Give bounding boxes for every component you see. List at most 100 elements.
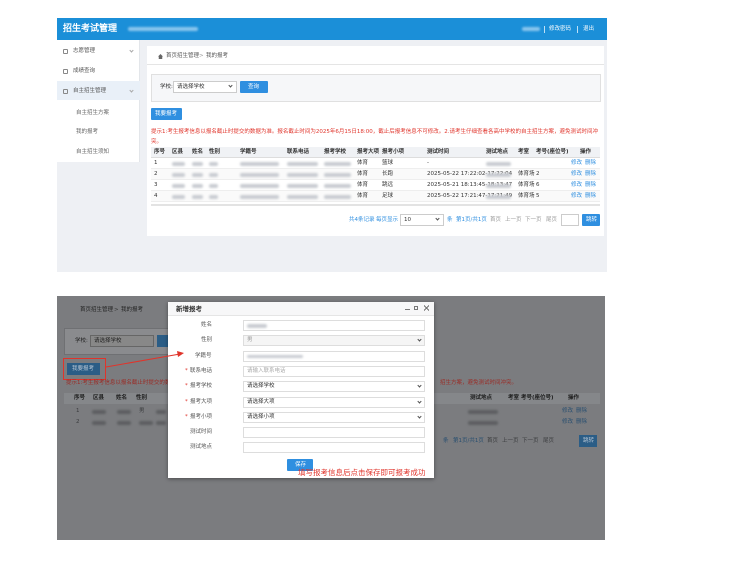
column-header: 考室	[508, 395, 520, 401]
row-action: 删除	[576, 419, 588, 425]
row-action[interactable]: 修改	[571, 182, 583, 188]
field-input[interactable]	[243, 365, 425, 377]
breadcrumb-separator: >	[114, 307, 119, 313]
sidebar-item[interactable]: 志愿管理	[73, 48, 96, 54]
redacted	[156, 421, 166, 425]
field-select[interactable]	[243, 411, 425, 423]
column-header: 序号	[154, 149, 166, 155]
column-header: 考号(座位号)	[521, 395, 554, 401]
row-action[interactable]: 删除	[585, 182, 597, 188]
maximize-icon[interactable]	[414, 306, 418, 310]
row-action[interactable]: 删除	[585, 160, 597, 166]
table-row	[151, 180, 600, 191]
add-button[interactable]	[151, 108, 182, 120]
search-button[interactable]	[240, 81, 268, 93]
menu-icon	[63, 49, 68, 54]
redacted	[287, 184, 318, 188]
header-link[interactable]: 修改密码	[549, 26, 572, 32]
redacted	[287, 195, 318, 199]
redacted	[172, 162, 185, 166]
redacted	[324, 184, 351, 188]
add-button-label[interactable]: 我要报考	[155, 111, 178, 117]
column-header: 区县	[93, 395, 105, 401]
row-action[interactable]: 修改	[571, 160, 583, 166]
pagination-nav[interactable]: 尾页	[546, 217, 558, 223]
required-mark: *	[185, 383, 188, 390]
jump-input[interactable]	[561, 214, 579, 226]
column-header: 操作	[580, 149, 592, 155]
redacted	[117, 410, 131, 414]
field-select[interactable]	[243, 381, 425, 393]
table-cell: 5	[536, 193, 540, 199]
redacted	[287, 162, 318, 166]
redacted	[486, 162, 511, 166]
redacted	[92, 410, 106, 414]
redacted	[209, 162, 218, 166]
save-button[interactable]	[287, 459, 313, 471]
redacted	[92, 421, 106, 425]
row-action: 修改	[562, 419, 574, 425]
column-header: 操作	[568, 395, 580, 401]
redacted	[128, 27, 198, 31]
jump-label: 跳转	[583, 438, 595, 444]
sidebar-subitem[interactable]: 自主招生须知	[76, 149, 110, 155]
field-input[interactable]	[243, 320, 425, 331]
redacted	[192, 162, 203, 166]
redacted	[247, 354, 303, 359]
table-cell: 体育场	[518, 193, 535, 199]
field-select[interactable]	[243, 335, 425, 347]
pagination-nav[interactable]: 上一页	[505, 217, 522, 223]
header-link[interactable]: 退出	[583, 26, 595, 32]
redacted	[192, 184, 203, 188]
redacted	[192, 173, 203, 177]
breadcrumb-item: 我的报考	[121, 307, 144, 313]
row-action[interactable]: 修改	[571, 193, 583, 199]
pagination-nav[interactable]: 首页	[490, 217, 502, 223]
per-page-select[interactable]	[400, 214, 444, 226]
row-action[interactable]: 删除	[585, 193, 597, 199]
close-icon[interactable]	[424, 305, 429, 311]
sidebar-item[interactable]: 自主招生管理	[73, 88, 107, 94]
h-scrollbar	[151, 204, 600, 206]
redacted	[324, 173, 351, 177]
row-action[interactable]: 修改	[571, 171, 583, 177]
table-cell: -	[427, 160, 429, 166]
field-label: 联系电话	[190, 367, 213, 374]
field-label: 报考大项	[190, 398, 213, 405]
field-input[interactable]	[243, 350, 425, 362]
table-cell: 2	[76, 419, 80, 425]
sidebar-active	[57, 81, 140, 100]
table-cell: 1	[154, 160, 158, 166]
jump-label[interactable]: 跳转	[586, 217, 598, 223]
highlight-box	[63, 358, 106, 380]
jump-button	[579, 435, 597, 447]
table-cell: 体育	[357, 171, 369, 177]
school-select[interactable]	[173, 81, 237, 93]
breadcrumb-separator: >	[199, 53, 204, 59]
field-select[interactable]	[243, 396, 425, 408]
breadcrumb-item[interactable]: 首页招生管理	[166, 53, 200, 59]
pagination-nav[interactable]: 下一页	[525, 217, 542, 223]
redacted	[486, 173, 511, 177]
sidebar-subitem[interactable]: 我的报考	[76, 129, 99, 135]
field-value: 男	[247, 337, 253, 344]
required-mark: *	[185, 413, 188, 420]
search-button-label[interactable]: 查询	[248, 84, 260, 90]
column-header: 联系电话	[287, 149, 310, 155]
redacted	[240, 162, 279, 166]
redacted	[486, 195, 511, 199]
jump-button[interactable]	[582, 214, 600, 226]
row-action[interactable]: 删除	[585, 171, 597, 177]
field-input[interactable]	[243, 442, 425, 454]
minimize-icon[interactable]	[405, 309, 410, 310]
sidebar-subitem[interactable]: 自主招生方案	[76, 110, 110, 116]
column-header: 考号(座位号)	[536, 149, 569, 155]
field-input[interactable]	[243, 427, 425, 439]
tip-text: 招生方案，避免测试时间冲突。	[440, 380, 518, 386]
pagination-page: 第1页/共1页	[456, 217, 487, 223]
save-button-label[interactable]: 保存	[295, 462, 307, 468]
column-header: 测试地点	[486, 149, 509, 155]
sidebar-item[interactable]: 成绩查询	[73, 68, 96, 74]
redacted	[209, 195, 218, 199]
table-header	[151, 147, 600, 158]
